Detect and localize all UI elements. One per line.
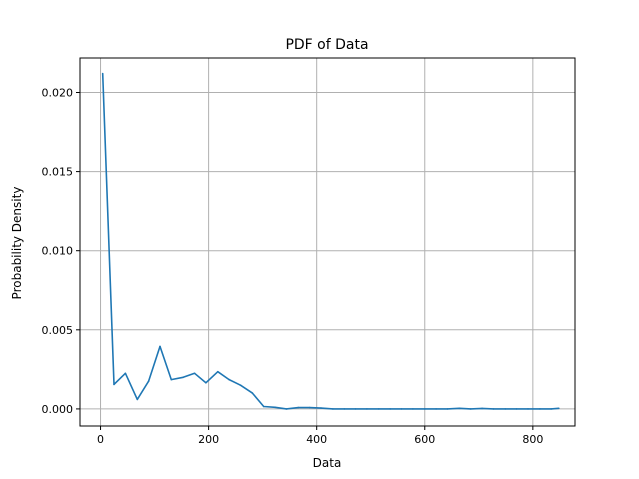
data-point bbox=[527, 408, 529, 410]
data-point bbox=[101, 72, 104, 75]
data-point bbox=[343, 408, 346, 410]
data-point bbox=[389, 408, 392, 410]
data-point bbox=[308, 406, 311, 409]
data-point bbox=[469, 408, 472, 410]
x-tick-label: 600 bbox=[414, 433, 435, 446]
data-point bbox=[504, 408, 507, 410]
data-point bbox=[446, 408, 449, 410]
x-tick-label: 400 bbox=[306, 433, 327, 446]
data-point bbox=[147, 380, 150, 383]
x-tick-label: 800 bbox=[522, 433, 543, 446]
data-series bbox=[101, 72, 560, 410]
data-point bbox=[251, 392, 254, 394]
y-tick-label: 0.005 bbox=[42, 324, 74, 337]
data-point bbox=[558, 407, 560, 410]
x-tick-label: 0 bbox=[97, 433, 104, 446]
data-point bbox=[170, 378, 173, 381]
y-tick-label: 0.010 bbox=[42, 245, 74, 258]
data-point bbox=[262, 405, 265, 408]
x-axis-label: Data bbox=[313, 456, 342, 470]
data-point bbox=[424, 408, 426, 410]
y-tick-label: 0.015 bbox=[42, 166, 74, 179]
data-point bbox=[136, 398, 139, 401]
data-point bbox=[239, 384, 242, 387]
data-point bbox=[217, 370, 219, 373]
data-point bbox=[113, 383, 115, 386]
data-point bbox=[400, 408, 403, 410]
data-point bbox=[320, 407, 322, 409]
data-point bbox=[205, 382, 207, 384]
plot-area bbox=[80, 58, 575, 426]
data-point bbox=[182, 376, 184, 379]
data-point bbox=[285, 408, 288, 410]
data-point bbox=[354, 408, 357, 410]
x-tick-label: 200 bbox=[198, 433, 219, 446]
y-axis-ticks: 0.000 0.005 0.010 0.015 0.020 bbox=[42, 86, 80, 416]
data-point bbox=[124, 372, 127, 375]
data-point bbox=[274, 406, 276, 409]
data-point bbox=[366, 408, 368, 410]
data-point bbox=[378, 408, 380, 410]
data-point bbox=[458, 407, 461, 410]
data-point bbox=[492, 408, 495, 410]
data-point bbox=[539, 408, 541, 410]
data-point bbox=[332, 408, 334, 410]
plot-frame bbox=[79, 57, 576, 427]
data-point bbox=[193, 372, 196, 375]
y-tick-label: 0.020 bbox=[42, 86, 74, 99]
data-point bbox=[228, 378, 230, 381]
data-point bbox=[515, 408, 518, 410]
data-point bbox=[550, 408, 552, 410]
data-point bbox=[159, 345, 161, 348]
data-point bbox=[297, 406, 300, 409]
y-tick-label: 0.000 bbox=[42, 403, 74, 416]
data-point bbox=[481, 407, 483, 410]
y-axis-label: Probability Density bbox=[10, 187, 24, 300]
x-axis-ticks: 0 200 400 600 800 bbox=[97, 426, 543, 446]
data-point bbox=[412, 408, 414, 410]
chart-title: PDF of Data bbox=[285, 37, 368, 53]
data-point bbox=[435, 408, 437, 410]
